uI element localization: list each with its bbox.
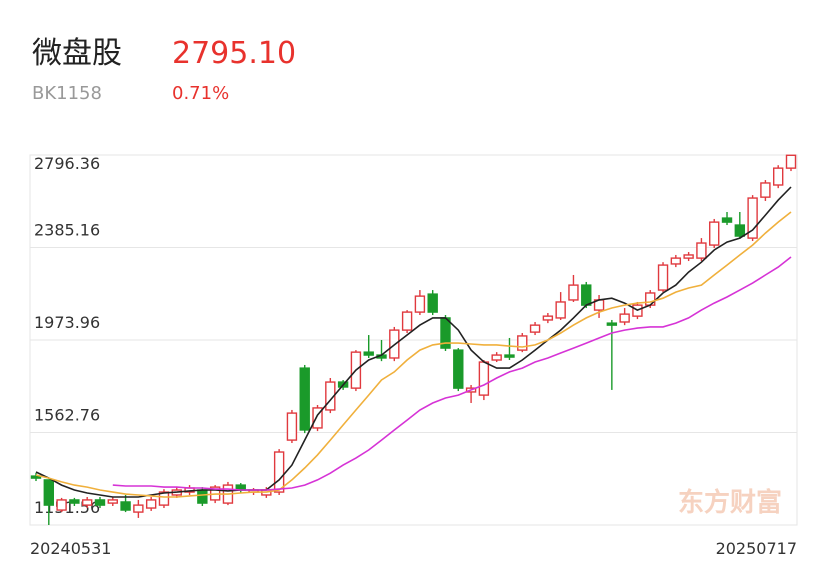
candle-body [529,324,541,333]
candle-body [401,311,413,331]
candle-body [145,499,157,509]
candle-body [427,293,438,313]
index-price: 2795.10 [172,36,296,71]
y-tick-label: 1973.96 [34,313,100,332]
candle-body [30,475,42,479]
candle-body [453,349,464,389]
index-name: 微盘股 [32,36,122,71]
candle-body [478,361,490,396]
candle-body [43,479,54,506]
candle-body [606,322,618,326]
index-change: 0.71% [172,83,229,104]
y-tick-label: 2385.16 [34,221,100,240]
candle-body [785,154,797,169]
candle-body [504,354,515,358]
candle-body [133,504,144,513]
candle-body [542,315,554,321]
candle-body [657,264,669,291]
candle-body [645,292,656,306]
candle-body [197,489,208,504]
candle-body [120,501,131,511]
moving-average-line [112,256,792,491]
candle-body [158,491,170,506]
candle-body [286,412,298,441]
moving-average-line [35,186,792,498]
watermark: 东方财富 [678,487,782,518]
candle-body [81,499,93,506]
candle-body [773,167,784,186]
y-tick-label: 1562.76 [34,406,100,425]
x-tick-label: 20250717 [716,539,797,558]
candle-body [363,351,374,356]
candle-body [555,301,566,319]
candle-body [670,257,682,265]
candle-body [299,367,310,431]
candle-body [747,197,758,239]
candle-body [683,254,694,259]
candle-body [56,499,67,511]
candle-body [709,221,720,246]
candle-body [696,242,707,259]
candle-body [581,284,592,306]
index-code: BK1158 [32,83,102,104]
y-tick-label: 2796.36 [34,154,100,173]
candle-body [568,284,579,301]
candle-body [325,381,336,411]
candle-body [760,182,771,198]
candle-body [107,499,118,504]
candle-body [517,335,528,351]
candle-body [273,451,285,493]
candle-body [414,295,426,313]
x-tick-label: 20240531 [30,539,111,558]
candle-body [734,224,746,237]
candle-body [69,499,80,504]
candle-body [312,407,323,429]
candle-body [491,354,502,361]
candle-body [721,217,733,223]
candle-body [619,313,630,323]
candle-body [94,499,106,506]
moving-average-line [35,211,792,498]
